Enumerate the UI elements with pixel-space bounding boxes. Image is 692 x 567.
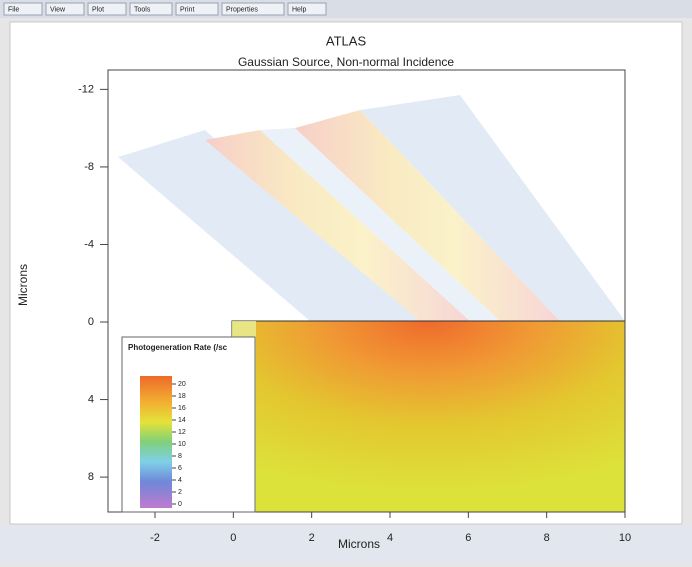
plot-subtitle: Gaussian Source, Non-normal Incidence: [238, 55, 454, 69]
legend-tick-label: 0: [178, 501, 182, 508]
menu-button[interactable]: [221, 2, 285, 16]
legend-title: Photogeneration Rate (/sc: [128, 343, 228, 352]
menu-label[interactable]: File: [8, 6, 19, 13]
menu-label[interactable]: Help: [292, 6, 307, 13]
y-tick-label: 0: [88, 316, 94, 328]
menu-bar: [0, 0, 692, 18]
menu-label[interactable]: Print: [180, 6, 194, 13]
x-tick-label: 0: [230, 532, 236, 544]
menu-label[interactable]: Tools: [134, 6, 151, 13]
y-axis-label: Microns: [16, 264, 30, 306]
x-tick-label: -2: [150, 532, 160, 544]
y-tick-label: -8: [84, 161, 94, 173]
legend-tick-label: 2: [178, 489, 182, 496]
plot-title: ATLAS: [326, 33, 367, 48]
menu-label[interactable]: View: [50, 6, 66, 13]
legend-tick-label: 20: [178, 381, 186, 388]
x-tick-label: 4: [387, 532, 393, 544]
y-tick-label: -12: [78, 83, 94, 95]
legend-tick-label: 6: [178, 465, 182, 472]
menu-button[interactable]: [287, 2, 327, 16]
menu-label[interactable]: Plot: [92, 6, 104, 13]
legend-tick-label: 10: [178, 441, 186, 448]
plot-frame: [107, 69, 626, 513]
x-tick-label: 2: [309, 532, 315, 544]
menu-button[interactable]: [87, 2, 127, 16]
legend-tick-label: 4: [178, 477, 182, 484]
y-tick-label: -4: [84, 238, 94, 250]
colorbar: [140, 376, 172, 508]
x-tick-label: 8: [544, 532, 550, 544]
light-rays: [118, 95, 625, 321]
x-tick-label: 10: [619, 532, 631, 544]
menu: File View Plot Tools Print Properties Help: [3, 2, 327, 16]
menu-label[interactable]: Properties: [226, 6, 258, 13]
menu-button[interactable]: [45, 2, 85, 16]
legend-tick-label: 16: [178, 405, 186, 412]
x-axis-label: Microns: [338, 537, 380, 551]
axes: -2 0 2 4 6 8 10 -12 -8 -4 0 4 8: [78, 83, 631, 544]
legend-tick-label: 8: [178, 453, 182, 460]
y-tick-label: 8: [88, 471, 94, 483]
y-tick-label: 4: [88, 393, 94, 405]
device-region: [231, 320, 626, 513]
status-bar: [0, 526, 692, 562]
legend-tick-label: 14: [178, 417, 186, 424]
legend-tick-label: 18: [178, 393, 186, 400]
menu-button[interactable]: [3, 2, 43, 16]
x-tick-label: 6: [465, 532, 471, 544]
menu-button[interactable]: [175, 2, 219, 16]
menu-button[interactable]: [129, 2, 173, 16]
legend-tick-label: 12: [178, 429, 186, 436]
